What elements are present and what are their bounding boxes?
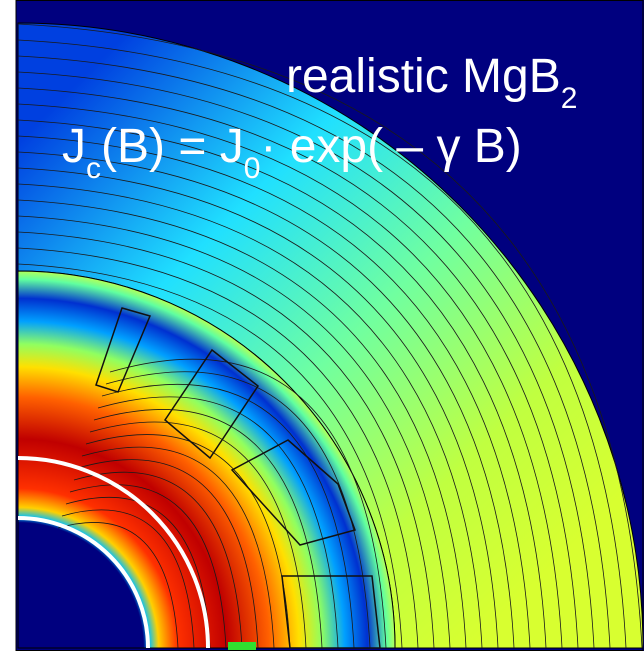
title-subscript: 2 — [561, 82, 578, 115]
field-plot: realistic MgB2 Jc(B) = J0· exp( – γ B) — [0, 0, 644, 651]
formula-subscript: 0 — [244, 152, 261, 185]
formula-text: (B) = J — [101, 120, 244, 173]
formula-subscript: c — [86, 152, 101, 185]
formula-text: · exp( – γ B) — [260, 120, 521, 173]
marker — [228, 642, 256, 651]
page: realistic MgB2 Jc(B) = J0· exp( – γ B) (… — [0, 0, 644, 651]
formula-text: J — [62, 120, 86, 173]
title-text: realistic MgB — [286, 50, 561, 103]
